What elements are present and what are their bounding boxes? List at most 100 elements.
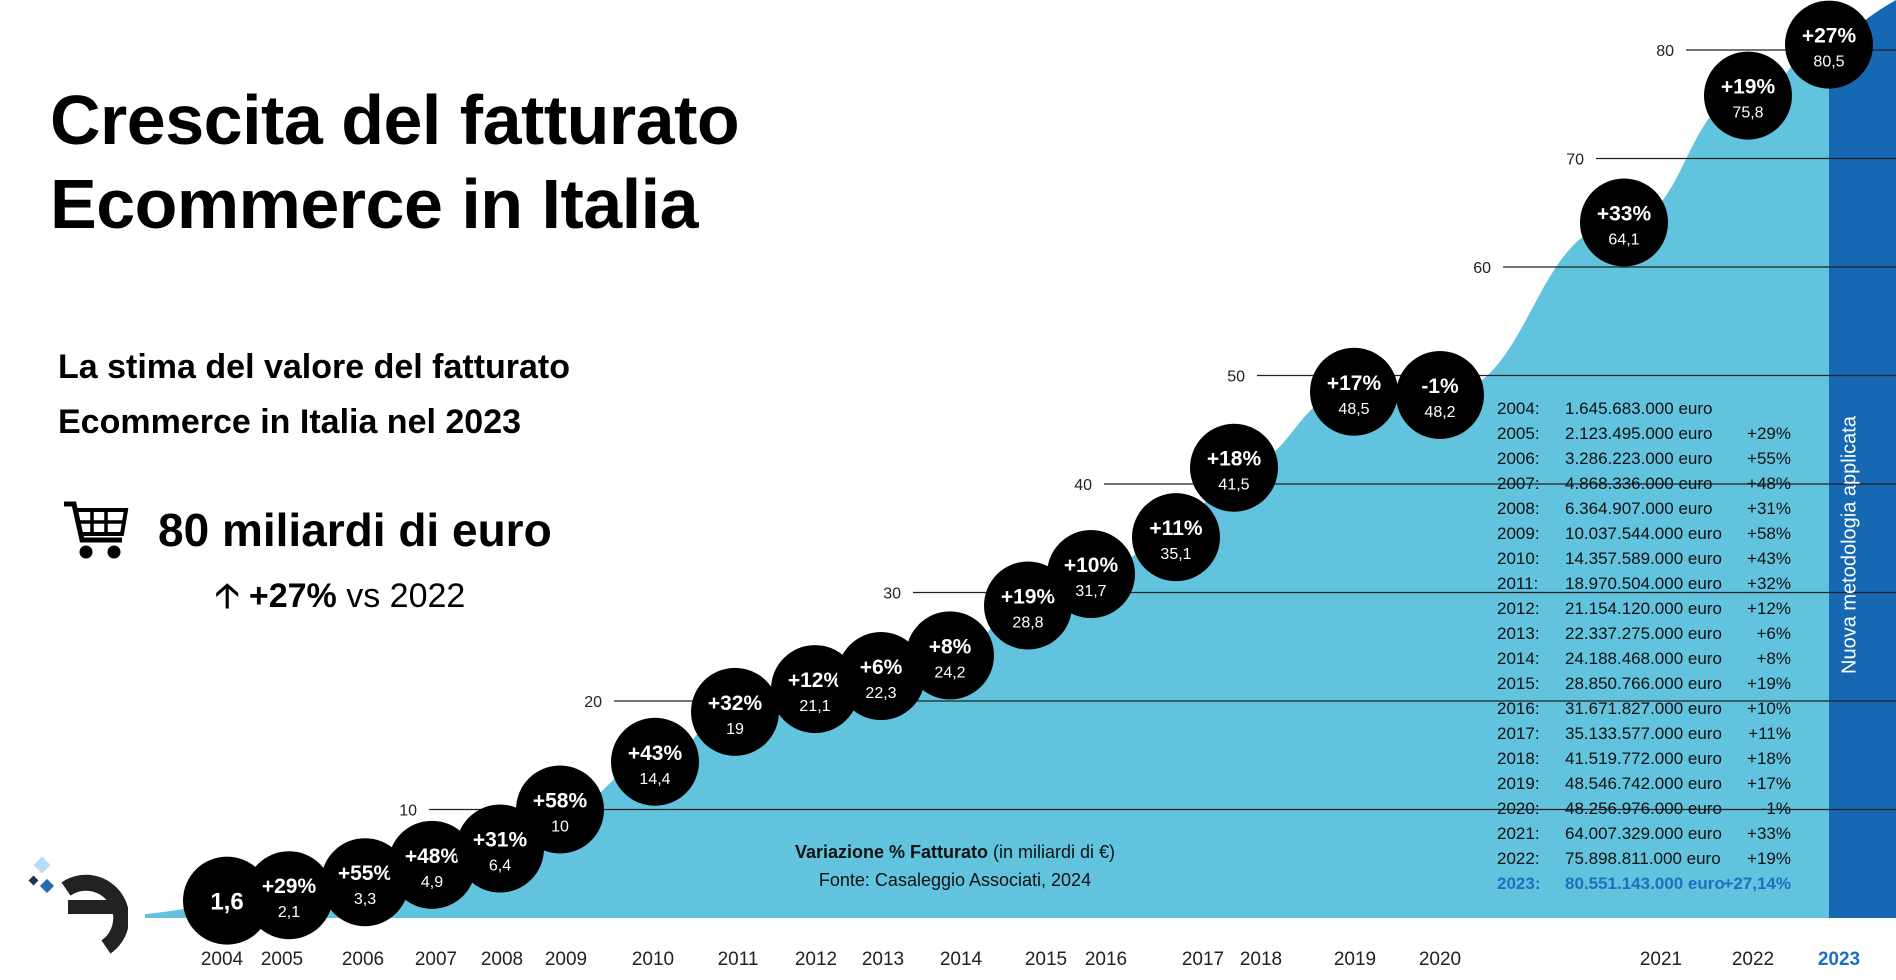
change-label: +55% <box>338 862 393 885</box>
data-point-bubble <box>1396 351 1484 440</box>
x-tick-label: 2016 <box>1085 949 1127 970</box>
change-label: +10% <box>1064 554 1119 577</box>
table-cell-pct: +17% <box>1747 774 1791 793</box>
data-point-bubble <box>516 765 604 854</box>
x-tick-label: 2013 <box>862 949 904 970</box>
table-cell-amount: 35.133.577.000 euro <box>1565 724 1722 743</box>
data-point-bubble <box>1785 0 1873 89</box>
value-label: 75,8 <box>1732 105 1763 122</box>
y-tick-label: 50 <box>1227 369 1245 386</box>
value-label: 80,5 <box>1813 54 1844 71</box>
table-cell-year: 2014: <box>1497 649 1540 668</box>
table-cell-pct: +12% <box>1747 599 1791 618</box>
value-label: 2,1 <box>278 904 300 921</box>
change-label: +31% <box>473 829 528 852</box>
table-cell-pct: +19% <box>1747 674 1791 693</box>
table-cell-pct: +31% <box>1747 499 1791 518</box>
table-cell-amount: 22.337.275.000 euro <box>1565 624 1722 643</box>
shopping-cart-icon <box>64 501 129 559</box>
kpi: 80 miliardi di euro <box>62 500 552 560</box>
table-cell-amount: 4.868.336.000 euro <box>1565 474 1713 493</box>
table-cell-year: 2011: <box>1497 574 1539 593</box>
value-label: 48,5 <box>1338 401 1369 418</box>
table-row: 2004: 1.645.683.000 euro <box>1497 396 1797 421</box>
yearly-revenue-table: 2004: 1.645.683.000 euro 2005: 2.123.495.00… <box>1497 396 1797 896</box>
table-cell-pct: -1% <box>1760 799 1791 818</box>
change-label: +19% <box>1721 76 1776 99</box>
change-label: +43% <box>628 742 683 765</box>
table-row: 2006: 3.286.223.000 euro +55% <box>1497 446 1797 471</box>
table-cell-pct: +18% <box>1747 749 1791 768</box>
table-cell-year: 2009: <box>1497 524 1540 543</box>
chart-caption: Variazione % Fatturato (in miliardi di €… <box>650 838 1260 894</box>
x-tick-label: 2022 <box>1732 949 1774 970</box>
data-point-bubble <box>906 611 994 700</box>
value-label: 14,4 <box>639 771 670 788</box>
caption-unit: (in miliardi di €) <box>988 842 1116 862</box>
table-cell-pct: +43% <box>1747 549 1791 568</box>
table-cell-year: 2012: <box>1497 599 1540 618</box>
data-point-bubble <box>1310 347 1398 436</box>
value-label: 48,2 <box>1424 404 1455 421</box>
value-label: 64,1 <box>1608 232 1639 249</box>
x-tick-label: 2004 <box>201 949 244 970</box>
table-row: 2008: 6.364.907.000 euro +31% <box>1497 496 1797 521</box>
y-tick-label: 20 <box>584 694 602 711</box>
table-cell-pct: +48% <box>1747 474 1791 493</box>
table-cell-amount: 2.123.495.000 euro <box>1565 424 1713 443</box>
x-tick-label: 2020 <box>1419 949 1461 970</box>
table-cell-year: 2021: <box>1497 824 1540 843</box>
change-label: +6% <box>860 656 903 679</box>
table-cell-pct: +27,14% <box>1723 874 1791 893</box>
y-tick-label: 10 <box>399 803 417 820</box>
change-label: +19% <box>1001 586 1056 609</box>
x-tick-label: 2009 <box>545 949 587 970</box>
table-cell-year: 2008: <box>1497 499 1540 518</box>
x-tick-label: 2014 <box>940 949 983 970</box>
table-cell-year: 2020: <box>1497 799 1540 818</box>
caption-source: Fonte: Casaleggio Associati, 2024 <box>818 870 1092 890</box>
table-cell-amount: 28.850.766.000 euro <box>1565 674 1722 693</box>
table-cell-pct: +32% <box>1747 574 1791 593</box>
table-cell-year: 2022: <box>1497 849 1540 868</box>
data-point-bubble <box>245 851 333 940</box>
value-label: 10 <box>551 819 569 836</box>
change-label: +58% <box>533 790 588 813</box>
change-label: +12% <box>788 669 843 692</box>
y-tick-label: 80 <box>1656 43 1674 60</box>
y-tick-label: 30 <box>883 586 901 603</box>
table-cell-year: 2023: <box>1497 874 1541 893</box>
data-point-bubble <box>691 667 779 756</box>
x-tick-label: 2010 <box>632 949 674 970</box>
table-cell-amount: 64.007.329.000 euro <box>1565 824 1722 843</box>
table-cell-amount: 1.645.683.000 euro <box>1565 399 1713 418</box>
change-label: +48% <box>405 845 460 868</box>
table-cell-pct: +6% <box>1756 624 1792 643</box>
x-tick-label: 2007 <box>415 949 457 970</box>
table-cell-amount: 6.364.907.000 euro <box>1565 499 1713 518</box>
kpi-growth-value: +27% <box>248 577 337 615</box>
arrow-up-icon: 🡡 <box>215 577 240 615</box>
data-point-bubble <box>1132 493 1220 582</box>
table-cell-year: 2006: <box>1497 449 1540 468</box>
x-tick-label: 2023 <box>1818 949 1860 970</box>
value-label: 28,8 <box>1012 615 1043 632</box>
change-label: +8% <box>929 635 972 658</box>
company-logo <box>28 856 128 954</box>
table-cell-pct: +29% <box>1747 424 1791 443</box>
table-cell-amount: 14.357.589.000 euro <box>1565 549 1722 568</box>
value-label: 24,2 <box>934 664 965 681</box>
value-label: 22,3 <box>865 685 896 702</box>
change-label: +27% <box>1802 25 1857 48</box>
table-cell-amount: 21.154.120.000 euro <box>1565 599 1722 618</box>
table-cell-amount: 48.256.976.000 euro <box>1565 799 1722 818</box>
data-point-bubble <box>388 820 476 909</box>
change-label: +17% <box>1327 372 1382 395</box>
value-label: 1,6 <box>210 889 243 916</box>
table-cell-pct: +19% <box>1747 849 1791 868</box>
new-methodology-area <box>1829 0 1896 918</box>
x-tick-label: 2008 <box>481 949 523 970</box>
caption-title: Variazione % Fatturato <box>794 842 988 862</box>
x-tick-label: 2015 <box>1025 949 1067 970</box>
